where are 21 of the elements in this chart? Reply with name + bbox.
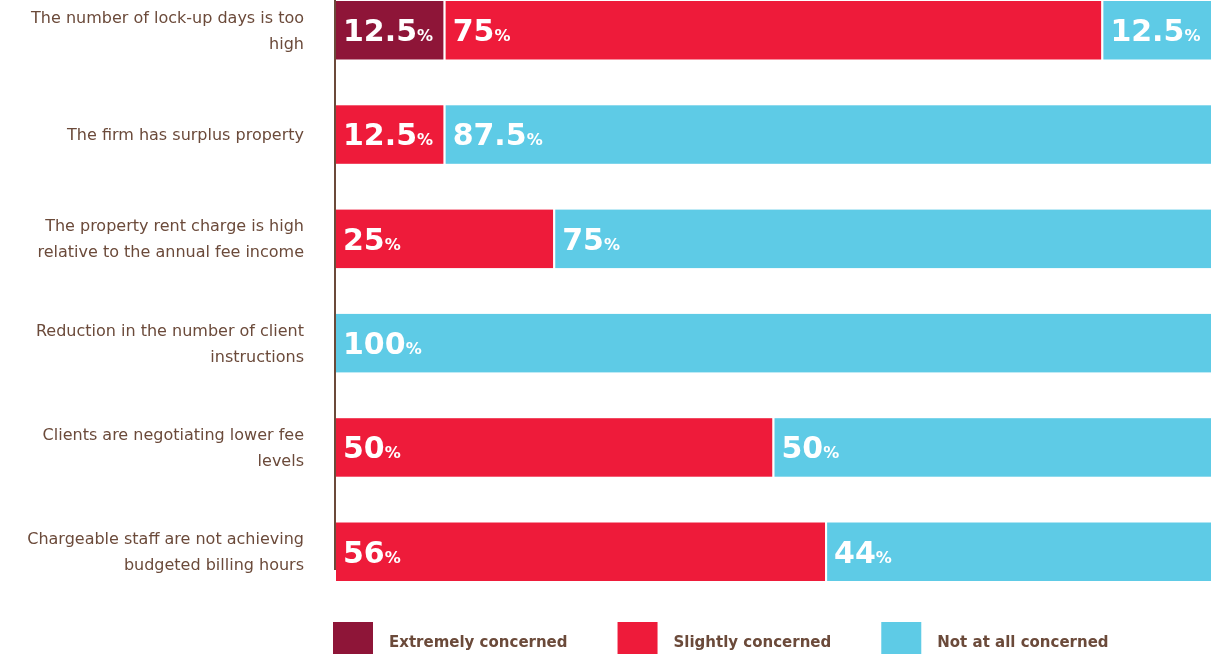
data-label: 75% xyxy=(562,221,621,257)
y-tick-label: The number of lock-up days is too high xyxy=(30,7,304,53)
data-label: 44% xyxy=(834,534,892,570)
y-tick-label: Chargeable staff are not achieving budgeted billing hours xyxy=(27,529,304,575)
data-label: 50% xyxy=(343,430,401,466)
y-tick-label: The property rent charge is high relative to the annual fee income xyxy=(37,216,304,262)
y-tick-label: The firm has surplus property xyxy=(66,125,304,145)
data-label: 100% xyxy=(343,325,422,361)
data-label: 75% xyxy=(452,13,511,49)
legend-label: Slightly concerned xyxy=(673,633,832,652)
data-label: 25% xyxy=(343,221,401,257)
y-tick-label: Clients are negotiating lower fee levels xyxy=(42,425,304,471)
data-label: 12.5% xyxy=(343,117,434,153)
legend-label: Not at all concerned xyxy=(937,633,1109,652)
data-label: 12.5% xyxy=(1110,13,1201,49)
data-label: 87.5% xyxy=(452,117,543,153)
y-tick-label: Reduction in the number of client instructions xyxy=(35,320,304,366)
data-label: 56% xyxy=(343,534,401,570)
legend-label: Extremely concerned xyxy=(389,633,568,652)
data-label: 50% xyxy=(781,430,840,466)
data-label: 12.5% xyxy=(343,13,434,49)
